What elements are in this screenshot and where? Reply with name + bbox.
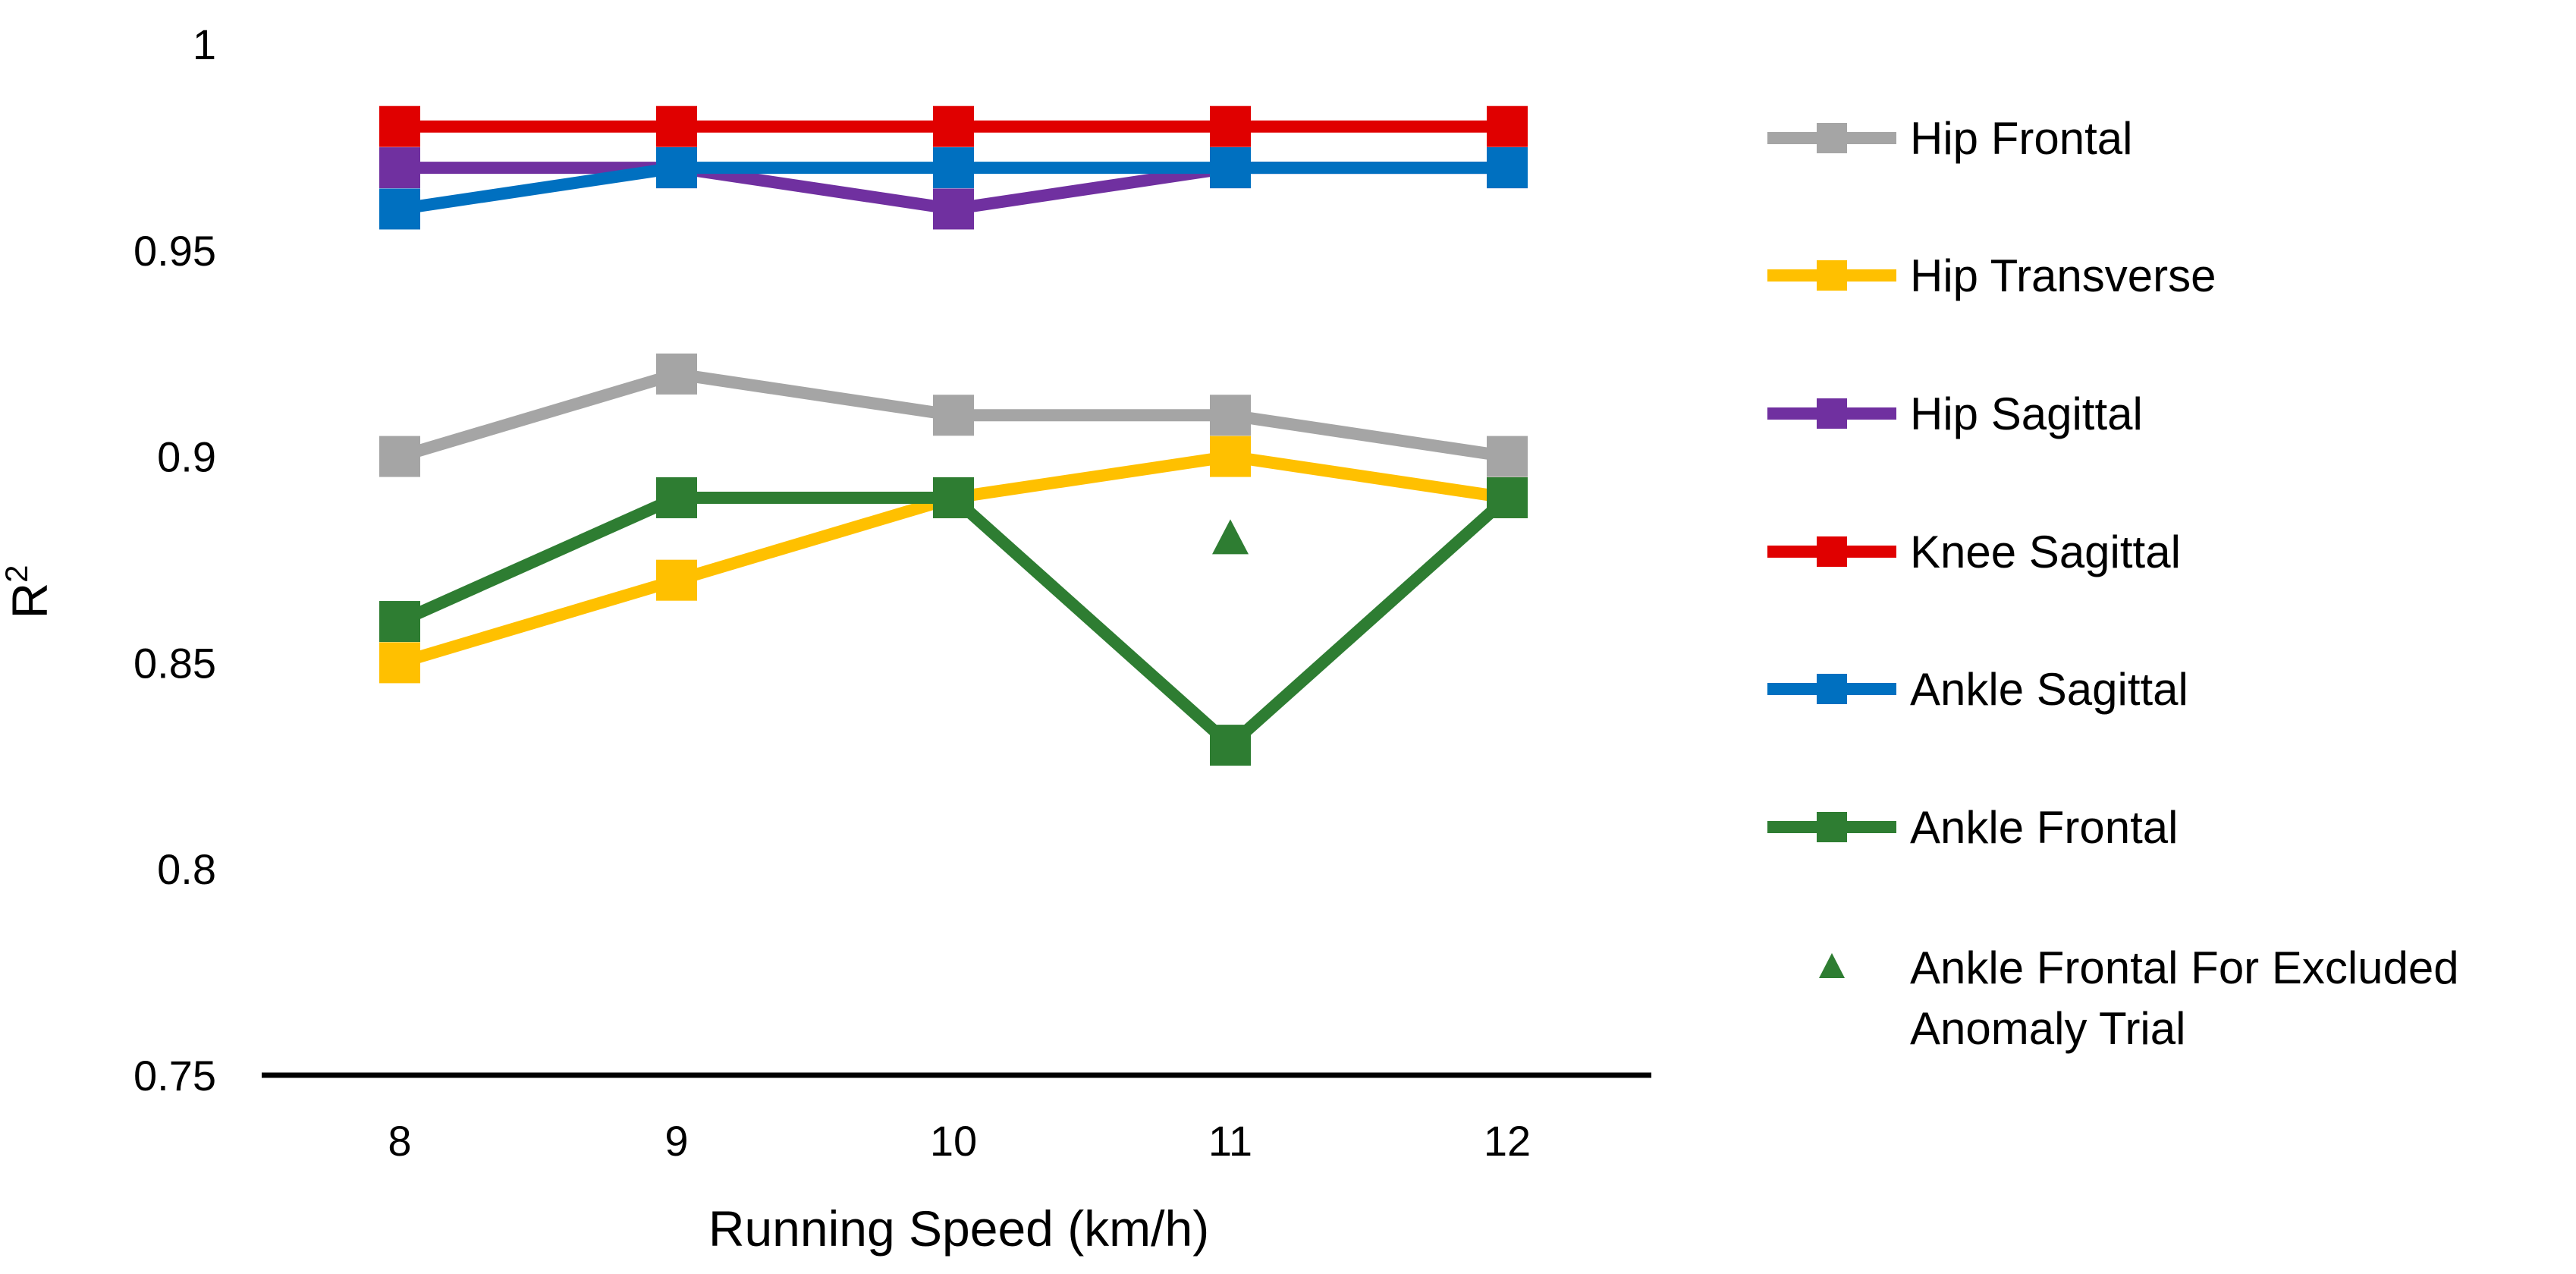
- legend-triangle-marker: [1819, 953, 1845, 978]
- data-point-hip-frontal: [1210, 395, 1251, 436]
- excluded-trial-points: [1212, 519, 1249, 555]
- series-layer: [379, 105, 1528, 766]
- data-point-hip-sagittal: [379, 147, 420, 189]
- y-axis-title-superscript: 2: [0, 565, 34, 582]
- data-point-ankle-sagittal: [933, 147, 974, 189]
- y-axis-title: R2: [0, 565, 58, 618]
- legend-label: Ankle Frontal For Excluded: [1910, 942, 2459, 993]
- data-point-knee-sagittal: [933, 105, 974, 147]
- data-point-ankle-sagittal: [379, 188, 420, 230]
- legend-marker: [1817, 812, 1847, 842]
- legend-marker: [1817, 674, 1847, 704]
- y-tick-label: 0.75: [134, 1052, 216, 1099]
- legend: Hip Frontal Hip Transverse Hip Sagittal Kne…: [1767, 113, 2459, 1054]
- data-point-hip-transverse: [1210, 436, 1251, 477]
- data-point-hip-frontal: [1487, 436, 1528, 477]
- y-tick-label: 0.95: [134, 227, 216, 275]
- data-point-hip-transverse: [379, 642, 420, 684]
- data-point-ankle-frontal: [933, 477, 974, 518]
- legend-label: Hip Transverse: [1910, 250, 2216, 301]
- series-hip-frontal: [379, 353, 1528, 477]
- legend-item: Hip Sagittal: [1767, 388, 2143, 439]
- series-ankle-frontal: [379, 477, 1528, 766]
- legend-label: Hip Frontal: [1910, 113, 2132, 164]
- data-point-ankle-sagittal: [1487, 147, 1528, 189]
- legend-label: Hip Sagittal: [1910, 388, 2143, 439]
- x-axis-title: Running Speed (km/h): [708, 1200, 1209, 1257]
- x-axis-ticks: 8 9 10 11 12: [388, 1117, 1531, 1165]
- legend-item: Ankle Frontal: [1767, 802, 2179, 853]
- x-tick-label: 8: [388, 1117, 411, 1165]
- legend-label: Ankle Frontal: [1910, 802, 2179, 853]
- series-knee-sagittal: [379, 105, 1528, 147]
- data-point-ankle-frontal: [1210, 725, 1251, 766]
- legend-marker: [1817, 260, 1847, 291]
- legend-label: Anomaly Trial: [1910, 1003, 2185, 1054]
- data-point-hip-frontal: [933, 395, 974, 436]
- data-point-ankle-frontal: [379, 601, 420, 643]
- excluded-trial-point: [1212, 519, 1249, 555]
- data-point-hip-frontal: [379, 436, 420, 477]
- legend-label: Knee Sagittal: [1910, 527, 2181, 577]
- y-tick-label: 0.9: [157, 433, 216, 481]
- y-tick-label: 0.85: [134, 639, 216, 687]
- y-axis-title-text: R: [2, 583, 58, 619]
- legend-label: Ankle Sagittal: [1910, 664, 2188, 715]
- legend-item: Knee Sagittal: [1767, 527, 2181, 577]
- x-tick-label: 12: [1484, 1117, 1531, 1165]
- legend-marker: [1817, 123, 1847, 153]
- data-point-knee-sagittal: [656, 105, 697, 147]
- legend-item: Ankle Sagittal: [1767, 664, 2188, 715]
- data-point-ankle-sagittal: [656, 147, 697, 189]
- data-point-hip-frontal: [656, 353, 697, 395]
- series-ankle-sagittal: [379, 147, 1528, 230]
- data-point-ankle-frontal: [1487, 477, 1528, 518]
- legend-item: Ankle Frontal For Excluded Anomaly Trial: [1819, 942, 2459, 1054]
- data-point-knee-sagittal: [1210, 105, 1251, 147]
- data-point-ankle-sagittal: [1210, 147, 1251, 189]
- x-tick-label: 10: [930, 1117, 977, 1165]
- x-tick-label: 9: [664, 1117, 688, 1165]
- data-point-knee-sagittal: [1487, 105, 1528, 147]
- y-tick-label: 1: [193, 20, 216, 68]
- x-tick-label: 11: [1208, 1117, 1252, 1165]
- legend-item: Hip Frontal: [1767, 113, 2132, 164]
- y-axis-ticks: 0.75 0.8 0.85 0.9 0.95 1: [134, 20, 216, 1099]
- data-point-hip-sagittal: [933, 188, 974, 230]
- data-point-ankle-frontal: [656, 477, 697, 518]
- y-tick-label: 0.8: [157, 845, 216, 893]
- legend-item: Hip Transverse: [1767, 250, 2216, 301]
- legend-marker: [1817, 536, 1847, 567]
- data-point-hip-transverse: [656, 559, 697, 601]
- legend-marker: [1817, 398, 1847, 429]
- series-line-ankle-frontal: [397, 491, 1512, 752]
- data-point-knee-sagittal: [379, 105, 420, 147]
